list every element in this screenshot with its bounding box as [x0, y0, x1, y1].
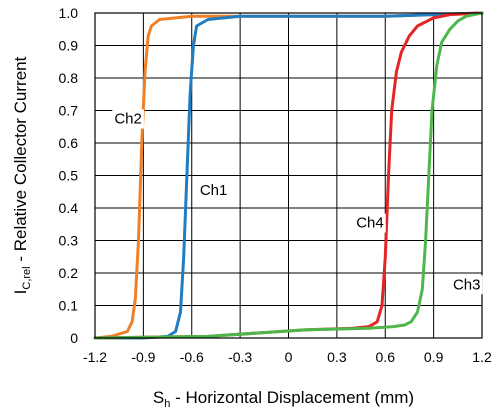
- series-label-ch3: Ch3: [453, 276, 481, 293]
- series-label-background: [112, 109, 144, 129]
- y-tick-label: 0.5: [59, 168, 79, 184]
- y-tick-label: 0.8: [59, 70, 79, 86]
- series-label-ch2: Ch2: [114, 111, 142, 128]
- y-tick-label: 0.9: [59, 38, 79, 54]
- y-tick-label: 0.6: [59, 135, 79, 151]
- x-tick-label: 0.6: [376, 349, 396, 365]
- x-tick-label: -0.9: [131, 349, 155, 365]
- series-labels: Ch2 Ch1 Ch4 Ch3: [112, 109, 483, 295]
- x-tick-label: -1.2: [83, 349, 107, 365]
- x-axis-title-rest: - Horizontal Displacement (mm): [170, 388, 414, 407]
- series-line-ch3: [93, 11, 484, 340]
- series-label-ch1: Ch1: [200, 182, 228, 199]
- y-tick-label: 0.7: [59, 103, 79, 119]
- y-axis-title-rest: - Relative Collector Current: [11, 56, 30, 266]
- x-axis-title-subscript: h: [164, 398, 170, 410]
- grid: [95, 13, 482, 338]
- x-axis-title: Sh - Horizontal Displacement (mm): [153, 388, 414, 410]
- x-tick-label: 1.2: [472, 349, 492, 365]
- y-tick-label: 0: [70, 330, 78, 346]
- series-label-background: [197, 181, 230, 200]
- series-label-ch4: Ch4: [356, 215, 384, 232]
- series-lines: [93, 11, 484, 340]
- x-axis-title-main: S: [153, 388, 164, 407]
- y-tick-label: 0.4: [59, 200, 79, 216]
- y-tick-labels: 0 0.1 0.2 0.3 0.4 0.5 0.6 0.7 0.8 0.9 1.0: [59, 5, 79, 346]
- y-axis-title: IC,rel - Relative Collector Current: [11, 56, 33, 294]
- series-label-background: [450, 275, 483, 295]
- x-tick-label: -0.3: [228, 349, 252, 365]
- x-tick-label: -0.6: [180, 349, 204, 365]
- x-tick-labels: -1.2 -0.9 -0.6 -0.3 0 0.3 0.6 0.9 1.2: [83, 349, 492, 365]
- y-tick-label: 0.3: [59, 233, 79, 249]
- y-axis-title-main: I: [11, 290, 30, 295]
- y-axis-title-subscript: C,rel: [21, 266, 33, 289]
- plot-frame: [94, 12, 483, 339]
- series-label-background: [354, 213, 386, 233]
- y-tick-label: 0.1: [59, 298, 79, 314]
- x-tick-label: 0: [285, 349, 293, 365]
- y-tick-label: 0.2: [59, 265, 79, 281]
- x-tick-label: 0.3: [327, 349, 347, 365]
- x-tick-label: 0.9: [424, 349, 444, 365]
- y-tick-label: 1.0: [59, 5, 79, 21]
